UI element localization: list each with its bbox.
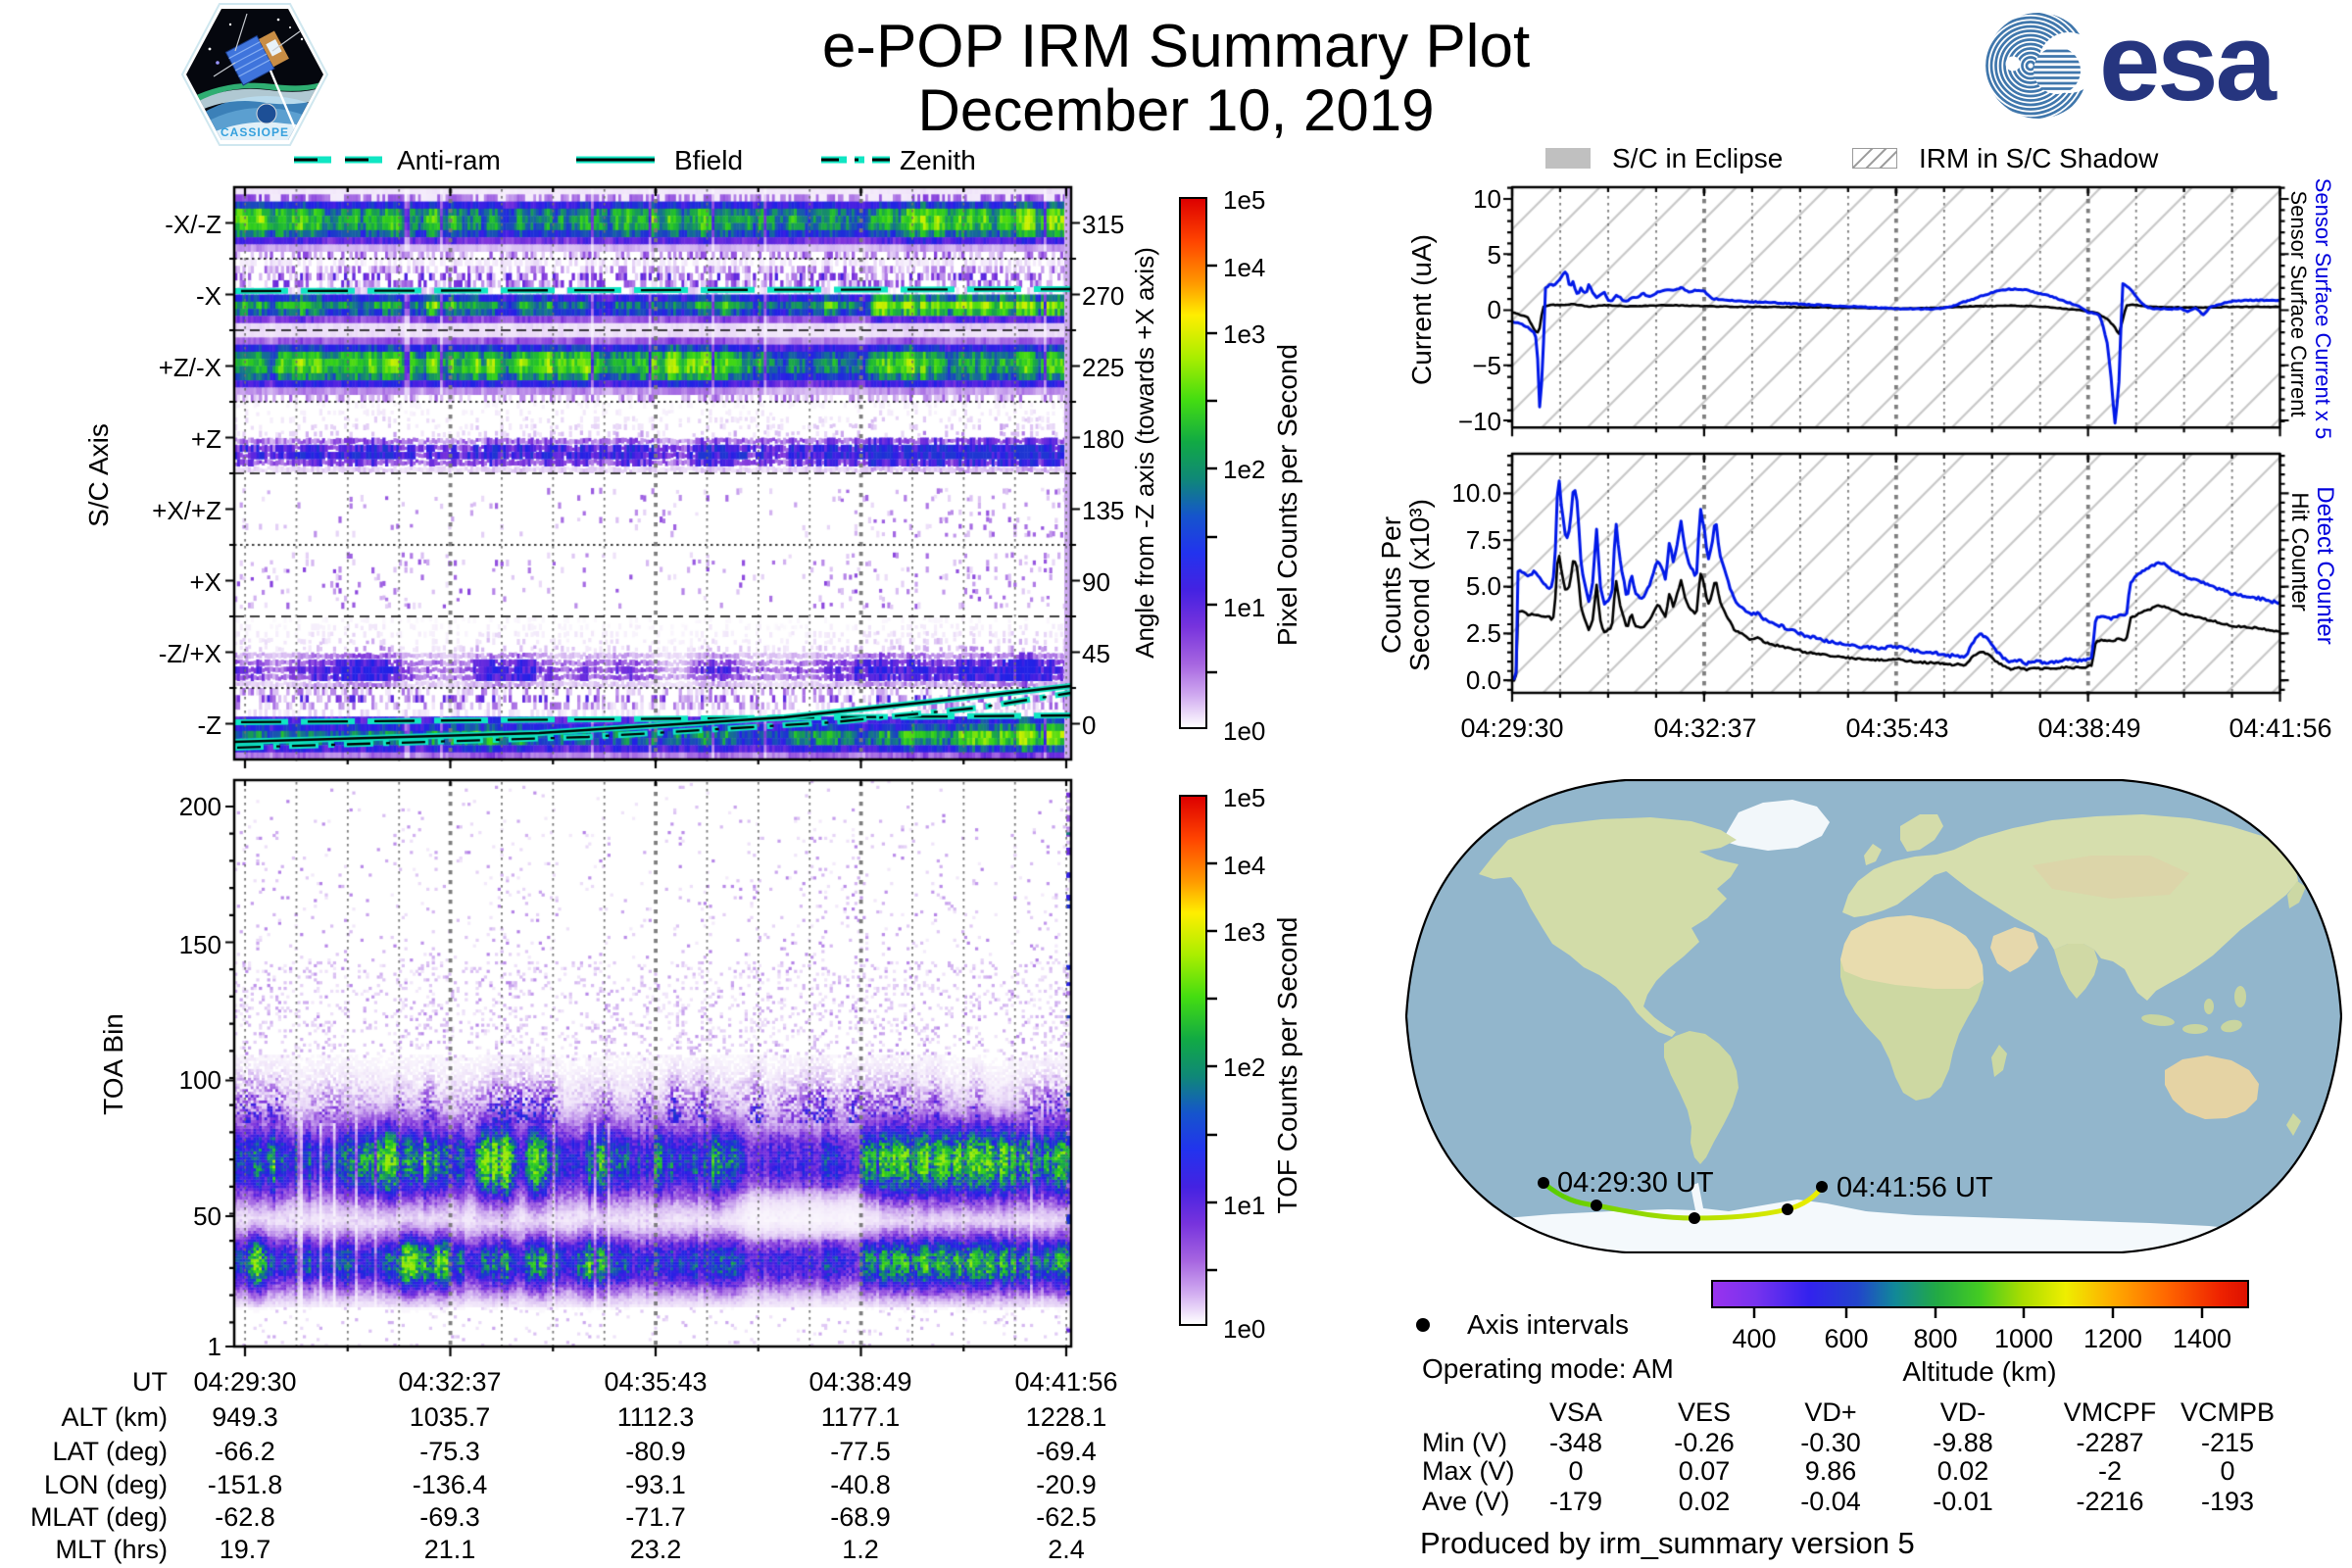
svg-text:CASSIOPE: CASSIOPE — [220, 125, 289, 139]
svg-text:esa: esa — [2099, 8, 2278, 123]
svg-text:04:41:56 UT: 04:41:56 UT — [1837, 1172, 1993, 1203]
svg-text:04:29:30 UT: 04:29:30 UT — [1557, 1167, 1714, 1199]
